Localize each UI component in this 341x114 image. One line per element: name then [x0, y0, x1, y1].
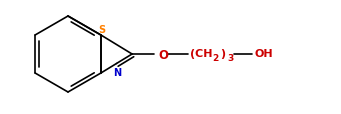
- Text: ): ): [220, 49, 225, 58]
- Text: N: N: [114, 67, 121, 77]
- Text: 2: 2: [212, 53, 218, 62]
- Text: S: S: [98, 25, 105, 35]
- Text: (CH: (CH: [190, 49, 212, 58]
- Text: 3: 3: [227, 53, 233, 62]
- Text: OH: OH: [254, 49, 273, 58]
- Text: O: O: [158, 48, 168, 61]
